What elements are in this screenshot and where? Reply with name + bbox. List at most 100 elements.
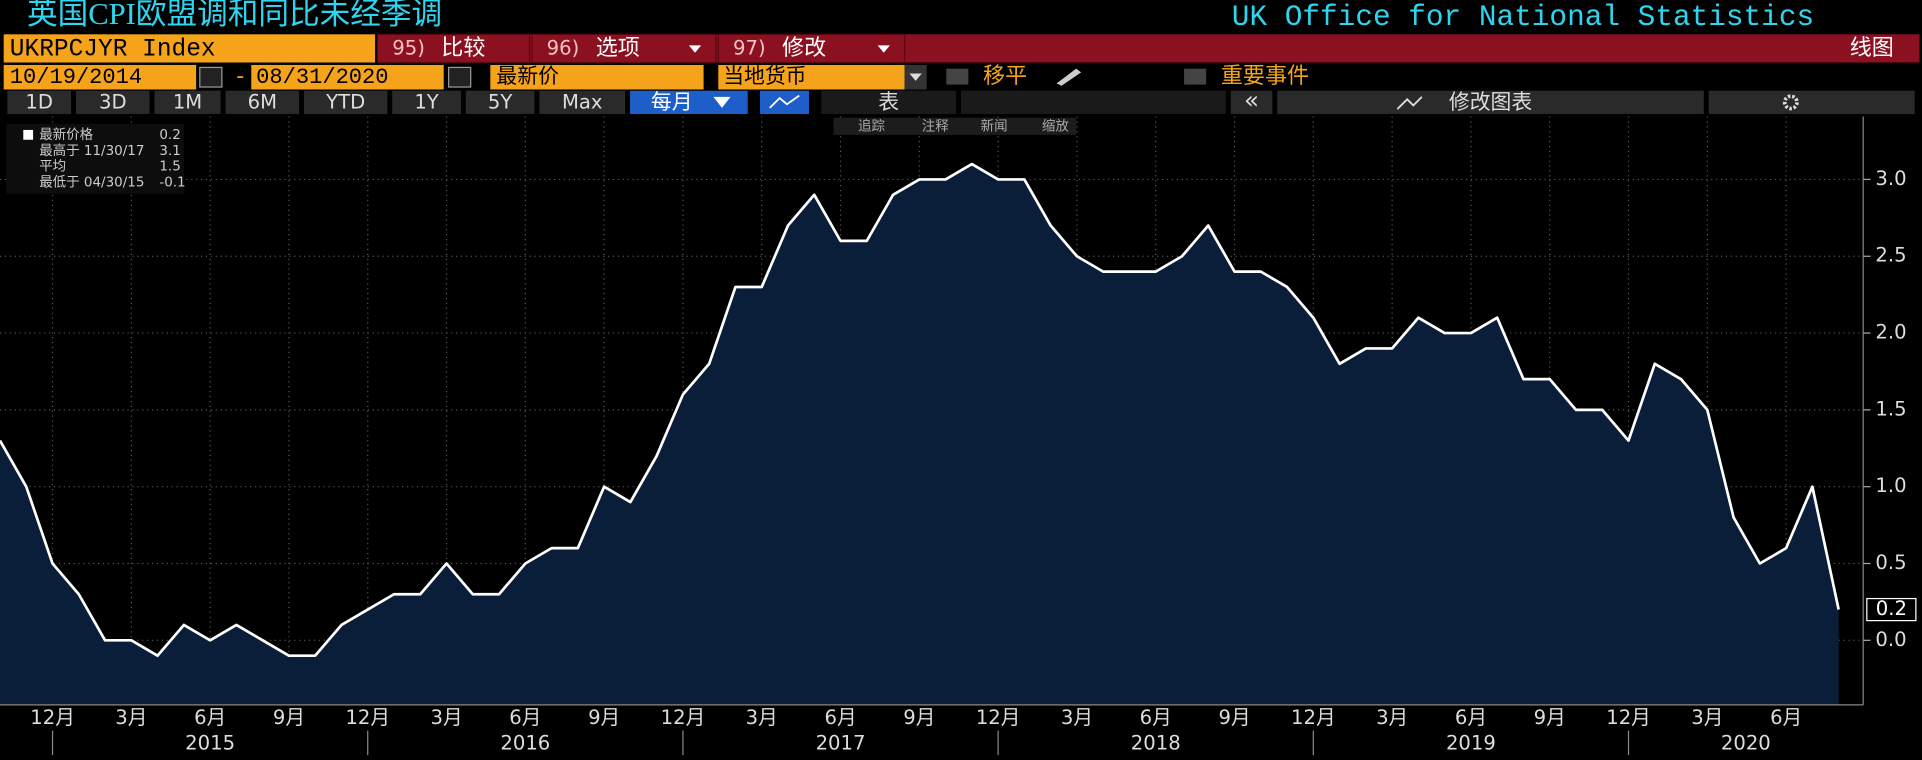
x-tick-label: 6月 (194, 706, 226, 729)
period-button[interactable] (75, 90, 150, 114)
period-button[interactable] (154, 90, 221, 114)
tool[interactable]: 新闻 (981, 118, 1008, 134)
x-tick-label: 9月 (1534, 706, 1566, 729)
x-tick-label: 3月 (430, 706, 462, 729)
checkbox[interactable] (1184, 68, 1207, 85)
stat-value: 3.1 (159, 143, 180, 159)
function-button[interactable] (376, 33, 531, 64)
security-title: 英国CPI欧盟调和同比未经季调 (27, 0, 442, 31)
price-field[interactable]: 最新价 (496, 64, 559, 88)
calendar-icon[interactable] (448, 66, 472, 88)
x-tick-label: 9月 (273, 706, 305, 729)
legend-swatch (23, 129, 34, 140)
period-button[interactable] (392, 90, 461, 114)
blank-field (961, 90, 1226, 114)
ticker[interactable]: UKRPCJYR Index (10, 37, 216, 64)
date-separator: - (236, 64, 244, 89)
y-tick-label: 1.0 (1875, 474, 1906, 497)
tool[interactable]: 注释 (922, 118, 949, 134)
chart-icon (769, 94, 800, 109)
year-label: 2015 (185, 732, 235, 755)
x-tick-label: 12月 (661, 706, 706, 729)
stat-value: -0.1 (159, 175, 185, 191)
chart-kind[interactable]: 线图 (1850, 36, 1894, 61)
end-date-box[interactable] (251, 64, 444, 90)
pencil-icon[interactable] (1056, 68, 1082, 86)
period[interactable]: 5Y (488, 90, 513, 113)
x-tick-label: 12月 (345, 706, 390, 729)
tool[interactable]: 缩放 (1042, 118, 1069, 134)
events-label[interactable]: 重要事件 (1221, 64, 1309, 89)
smooth-label[interactable]: 移平 (983, 64, 1027, 89)
period[interactable]: 1M (173, 90, 202, 113)
period-button[interactable] (539, 90, 626, 114)
x-tick-label: 12月 (1291, 706, 1336, 729)
ticker-box[interactable] (3, 34, 376, 63)
button-label[interactable]: 比较 (441, 36, 485, 61)
legend-box (6, 123, 184, 194)
edit-chart-button[interactable] (1277, 90, 1704, 114)
y-tick-label: 0.5 (1875, 551, 1906, 574)
x-tick-label: 9月 (588, 706, 620, 729)
dropdown-arrow (713, 96, 731, 108)
button-label[interactable]: 选项 (596, 36, 640, 61)
start-date-box[interactable] (3, 64, 197, 90)
edit-chart[interactable]: 修改图表 (1449, 90, 1532, 114)
period[interactable]: YTD (325, 90, 365, 113)
calendar-icon[interactable] (199, 66, 223, 88)
y-tick-label: 0.0 (1875, 628, 1906, 651)
table-button[interactable] (821, 90, 957, 114)
stat-value: 0.2 (159, 127, 180, 143)
y-tick-label: 2.5 (1875, 244, 1906, 267)
year-label: 2017 (816, 732, 866, 755)
x-tick-label: 3月 (1376, 706, 1408, 729)
x-tick-label: 6月 (1455, 706, 1487, 729)
currency-box[interactable] (718, 64, 905, 90)
x-tick-label: 6月 (509, 706, 541, 729)
button-label[interactable]: 修改 (782, 36, 826, 61)
last-value: 0.2 (1876, 597, 1907, 620)
period[interactable]: 1D (25, 90, 53, 113)
x-tick-label: 3月 (746, 706, 778, 729)
x-tick-label: 6月 (1140, 706, 1172, 729)
period[interactable]: 6M (248, 90, 277, 113)
x-tick-label: 12月 (1606, 706, 1651, 729)
collapse-button[interactable] (1230, 90, 1273, 114)
last-value-box (1866, 597, 1917, 622)
button-number[interactable]: 97) (733, 37, 766, 60)
period-button[interactable] (225, 90, 300, 114)
frequency-button[interactable] (630, 90, 748, 114)
line (0, 162, 1840, 658)
price-box[interactable] (490, 64, 704, 90)
x-tick-label: 6月 (1770, 706, 1802, 729)
settings-button[interactable] (1708, 90, 1915, 114)
start-date[interactable]: 10/19/2014 (10, 65, 142, 90)
checkbox[interactable] (946, 68, 969, 85)
x-tick-label: 3月 (115, 706, 147, 729)
period-button[interactable] (465, 90, 535, 114)
stat-label: 平均 (39, 159, 66, 175)
period[interactable]: 1Y (414, 90, 439, 113)
y-tick-label: 2.0 (1875, 321, 1906, 344)
dropdown-arrow (909, 73, 922, 81)
function-button[interactable] (531, 33, 717, 64)
function-button[interactable] (717, 33, 906, 64)
button-number[interactable]: 95) (392, 37, 425, 60)
year-label: 2018 (1131, 732, 1181, 755)
button-number[interactable]: 96) (547, 37, 580, 60)
frequency[interactable]: 每月 (651, 90, 693, 114)
table[interactable]: 表 (878, 90, 899, 114)
end-date[interactable]: 08/31/2020 (256, 65, 388, 90)
period-button[interactable] (7, 90, 72, 114)
currency[interactable]: 当地货币 (723, 64, 806, 88)
dropdown-arrow (877, 45, 890, 53)
tool[interactable]: 追踪 (858, 118, 885, 134)
period[interactable]: Max (562, 90, 603, 113)
y-tick-label: 3.0 (1875, 167, 1906, 190)
period[interactable]: 3D (99, 90, 127, 113)
period-button[interactable] (303, 90, 388, 114)
edit-icon (1396, 96, 1423, 110)
collapse[interactable]: « (1244, 86, 1259, 115)
